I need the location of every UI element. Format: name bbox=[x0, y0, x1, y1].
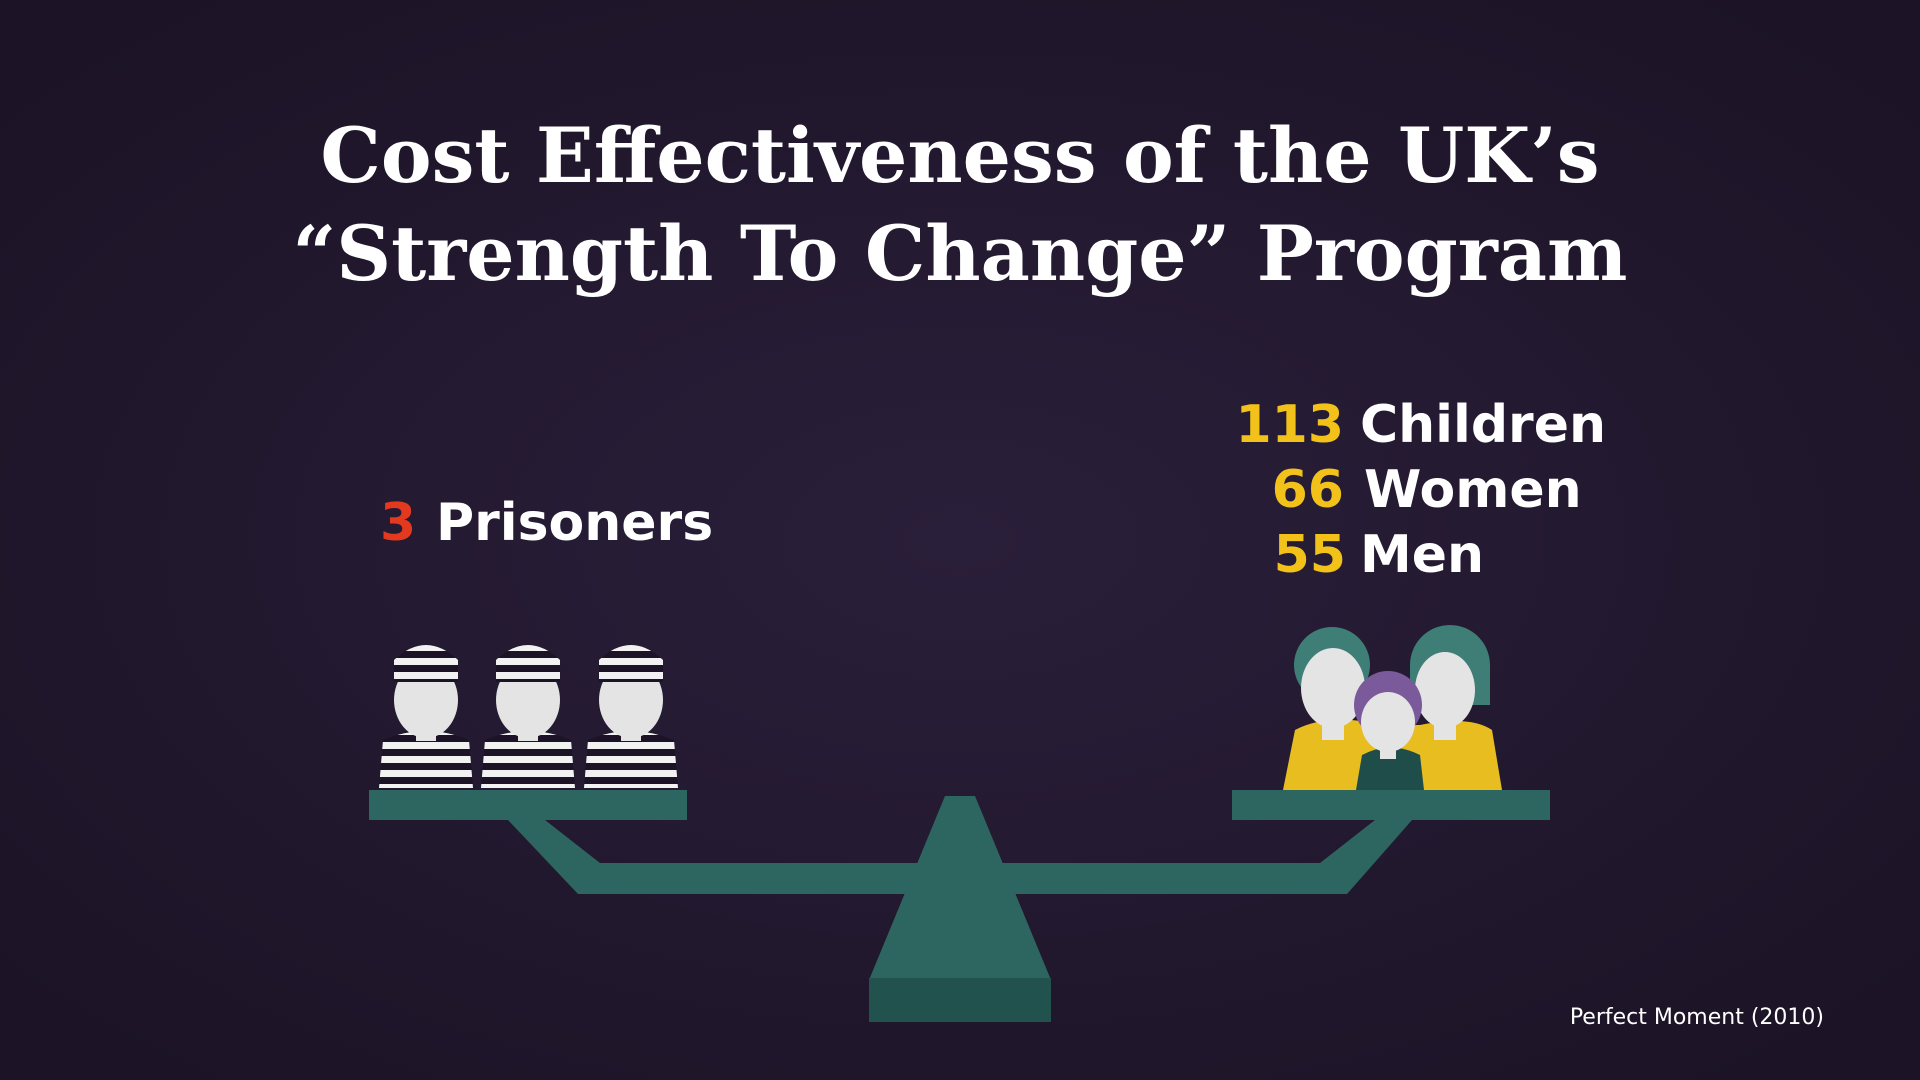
children-label: Children bbox=[1360, 395, 1606, 455]
men-count: 55 bbox=[1274, 525, 1346, 585]
women-label: Women bbox=[1364, 460, 1582, 520]
prisoner-part bbox=[599, 645, 663, 682]
prisoner-part bbox=[481, 731, 575, 788]
children-count: 113 bbox=[1235, 395, 1344, 455]
prisoner-part bbox=[394, 645, 458, 682]
men-label: Men bbox=[1360, 525, 1484, 585]
prisoner-label: Prisoners bbox=[436, 493, 713, 553]
prisoner-part bbox=[584, 731, 678, 788]
title-line: Cost Effectiveness of the UK’s bbox=[320, 111, 1599, 200]
family-icon bbox=[1283, 625, 1502, 790]
prisoner-part bbox=[379, 731, 473, 788]
prisoner-part bbox=[496, 645, 560, 682]
prisoners-icon bbox=[379, 645, 678, 788]
scale bbox=[369, 790, 1550, 1022]
women-count: 66 bbox=[1272, 460, 1344, 520]
prisoner-count: 3 bbox=[380, 493, 416, 553]
title-line: “Strength To Change” Program bbox=[293, 209, 1628, 298]
prisoner-part bbox=[518, 725, 538, 741]
prisoner-part bbox=[416, 725, 436, 741]
source: Perfect Moment (2010) bbox=[1570, 1005, 1824, 1030]
prisoner-part bbox=[621, 725, 641, 741]
